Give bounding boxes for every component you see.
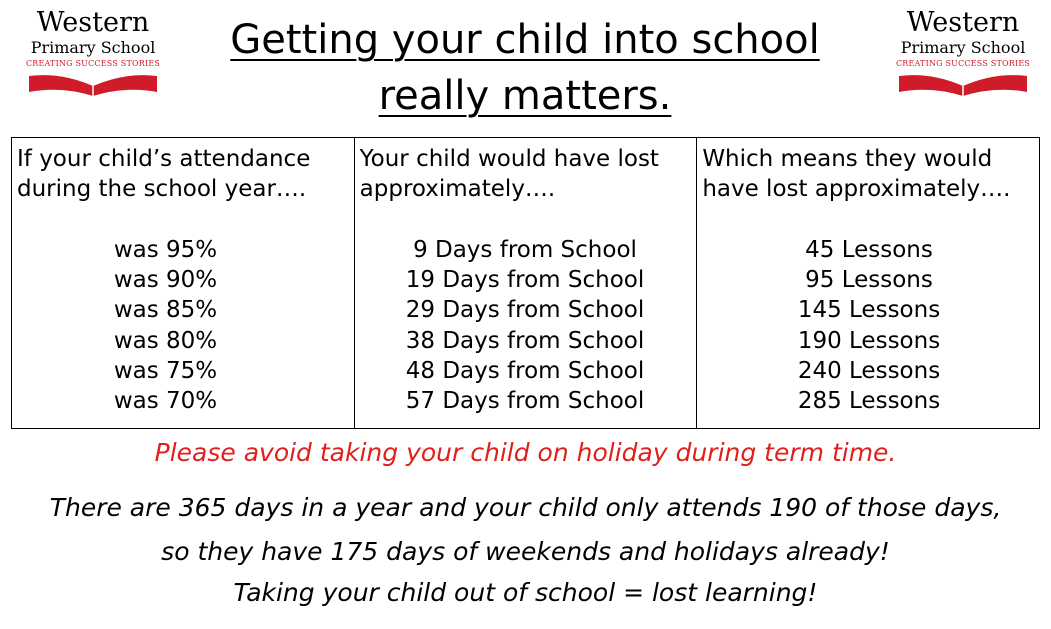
- list-item: 19 Days from School: [405, 267, 645, 294]
- holiday-warning: Please avoid taking your child on holida…: [154, 438, 897, 467]
- list-item: was 85%: [113, 297, 218, 324]
- lessons-lost-values: 45 Lessons 95 Lessons 145 Lessons 190 Le…: [699, 235, 1039, 416]
- logo-subtitle: Primary School: [900, 38, 1026, 57]
- title-line-1: Getting your child into school: [230, 17, 820, 63]
- header-attendance: If your child’s attendance during the sc…: [11, 137, 355, 429]
- list-item: was 95%: [113, 237, 218, 263]
- header-days-lost: Your child would have lost approximately…: [353, 137, 698, 429]
- logo-tagline: CREATING SUCCESS STORIES: [25, 59, 161, 68]
- title-line-2: really matters.: [378, 73, 672, 119]
- list-item: 285 Lessons: [797, 387, 941, 414]
- list-item: 57 Days from School: [405, 387, 645, 414]
- list-item: was 70%: [113, 387, 218, 414]
- list-item: 95 Lessons: [805, 267, 933, 294]
- list-item: was 80%: [113, 327, 218, 354]
- logo-name: Western: [36, 7, 150, 38]
- school-logo-right: Western Primary School CREATING SUCCESS …: [888, 8, 1038, 98]
- logo-subtitle: Primary School: [30, 38, 156, 57]
- list-item: was 90%: [113, 267, 218, 294]
- open-book-icon: [29, 75, 157, 96]
- days-lost-values: 9 Days from School 19 Days from School 2…: [352, 235, 698, 416]
- list-item: 240 Lessons: [797, 357, 941, 384]
- header-lessons-lost: Which means they would have lost approxi…: [696, 137, 1040, 429]
- list-item: 145 Lessons: [797, 297, 941, 324]
- open-book-icon: [899, 75, 1027, 96]
- page-title: Getting your child into school really ma…: [180, 12, 870, 124]
- attendance-values: was 95% was 90% was 85% was 80% was 75% …: [12, 235, 351, 416]
- list-item: 38 Days from School: [405, 327, 645, 354]
- list-item: 29 Days from School: [405, 297, 645, 324]
- list-item: 48 Days from School: [405, 357, 645, 384]
- closing-message: Taking your child out of school = lost l…: [233, 578, 818, 607]
- list-item: 190 Lessons: [797, 327, 941, 354]
- days-explanation: There are 365 days in a year and your ch…: [49, 493, 1002, 566]
- school-logo-left: Western Primary School CREATING SUCCESS …: [18, 8, 168, 98]
- list-item: was 75%: [113, 357, 218, 384]
- list-item: 9 Days from School: [413, 237, 637, 263]
- list-item: 45 Lessons: [805, 237, 933, 263]
- logo-name: Western: [906, 7, 1020, 38]
- logo-tagline: CREATING SUCCESS STORIES: [895, 59, 1031, 68]
- attendance-table: If your child’s attendance during the sc…: [11, 137, 1040, 429]
